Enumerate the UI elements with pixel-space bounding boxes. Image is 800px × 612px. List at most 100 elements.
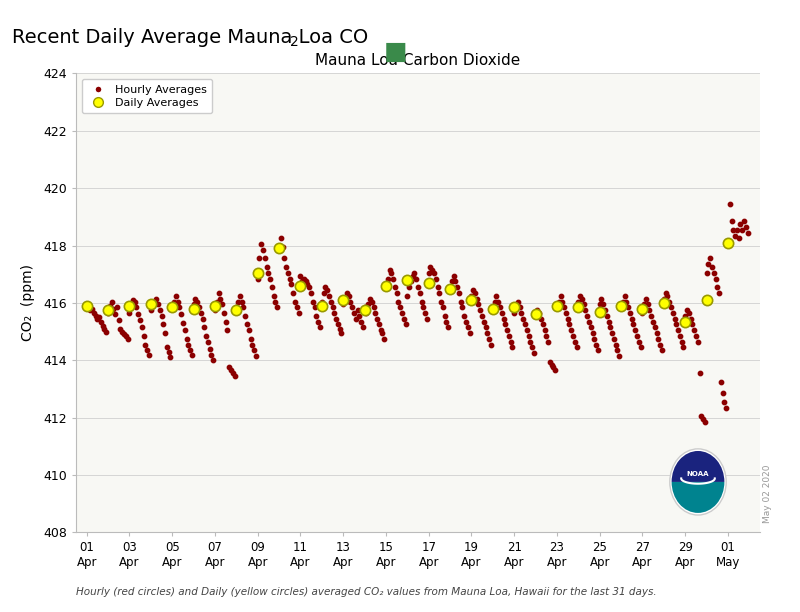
Point [549,365,562,375]
Point [410,274,422,283]
Point [466,285,479,295]
Point [146,297,159,307]
Point [210,297,223,307]
Point [389,282,402,292]
Point [145,299,158,309]
Point [255,239,268,249]
Point [123,308,136,318]
Point [234,291,246,300]
Point [434,297,447,307]
Point [714,377,727,387]
Point [723,199,736,209]
Point [640,294,653,304]
Point [444,284,457,294]
Point [558,302,570,312]
Point [80,301,93,311]
Point [449,277,462,286]
Point [301,280,314,289]
Point [173,302,186,312]
Point [534,314,547,324]
Point [545,360,558,370]
Point [422,268,435,278]
Point [386,274,399,283]
Point [738,216,750,226]
Point [376,328,389,338]
Point [697,414,710,424]
Point [93,312,106,322]
Point [276,242,289,252]
Point [742,228,754,237]
Point [132,310,145,319]
Point [510,302,522,312]
Point [401,275,414,285]
Point [310,311,323,321]
Point [80,301,93,311]
Point [166,302,178,312]
Point [203,344,216,354]
Wedge shape [672,482,724,513]
Point [248,345,261,355]
Point [86,304,98,313]
Point [453,288,466,298]
Text: ■: ■ [384,40,408,64]
Point [675,337,688,346]
Point [702,259,714,269]
Point [634,343,647,353]
Point [319,282,332,292]
Point [148,299,161,309]
Point [629,326,642,335]
Point [597,299,610,309]
Point [289,297,302,307]
Point [209,305,222,315]
Point [725,216,738,226]
Point [672,326,685,335]
Point [374,326,387,335]
Point [178,326,191,335]
Point [161,343,174,353]
Point [622,302,634,312]
Point [709,274,722,283]
Point [370,314,383,324]
Point [366,297,378,307]
Point [138,331,150,341]
Point [109,310,122,319]
Point [118,330,130,340]
Point [242,326,255,335]
Point [338,294,351,304]
Point [142,349,155,359]
Point [260,262,273,272]
Point [479,323,492,332]
Point [732,234,745,244]
Point [666,308,679,318]
Point [170,291,182,300]
Point [379,282,392,292]
Point [198,323,210,332]
Point [529,311,542,321]
Point [299,277,312,286]
Point [110,302,123,312]
Point [103,301,116,311]
Point [501,326,514,335]
Point [691,337,704,346]
Point [230,302,242,312]
Point [627,319,640,329]
Point [579,305,592,315]
Point [572,297,585,307]
Point [538,326,551,335]
Point [706,262,718,272]
Point [456,302,469,312]
Point [684,314,697,324]
Point [273,245,286,255]
Point [430,274,442,283]
Point [360,308,373,318]
Point [614,301,627,311]
Point [199,331,212,341]
Text: Hourly (red circles) and Daily (yellow circles) averaged CO₂ values from Mauna L: Hourly (red circles) and Daily (yellow c… [76,587,657,597]
Point [554,291,567,300]
Point [417,302,430,312]
Point [392,297,405,307]
Point [324,297,337,307]
Point [727,225,740,234]
Point [244,334,257,344]
Point [730,225,743,234]
